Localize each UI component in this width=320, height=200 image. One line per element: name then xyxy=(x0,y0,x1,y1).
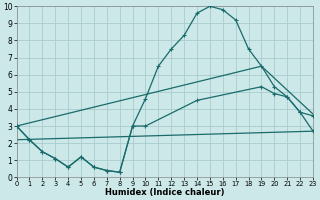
X-axis label: Humidex (Indice chaleur): Humidex (Indice chaleur) xyxy=(105,188,225,197)
